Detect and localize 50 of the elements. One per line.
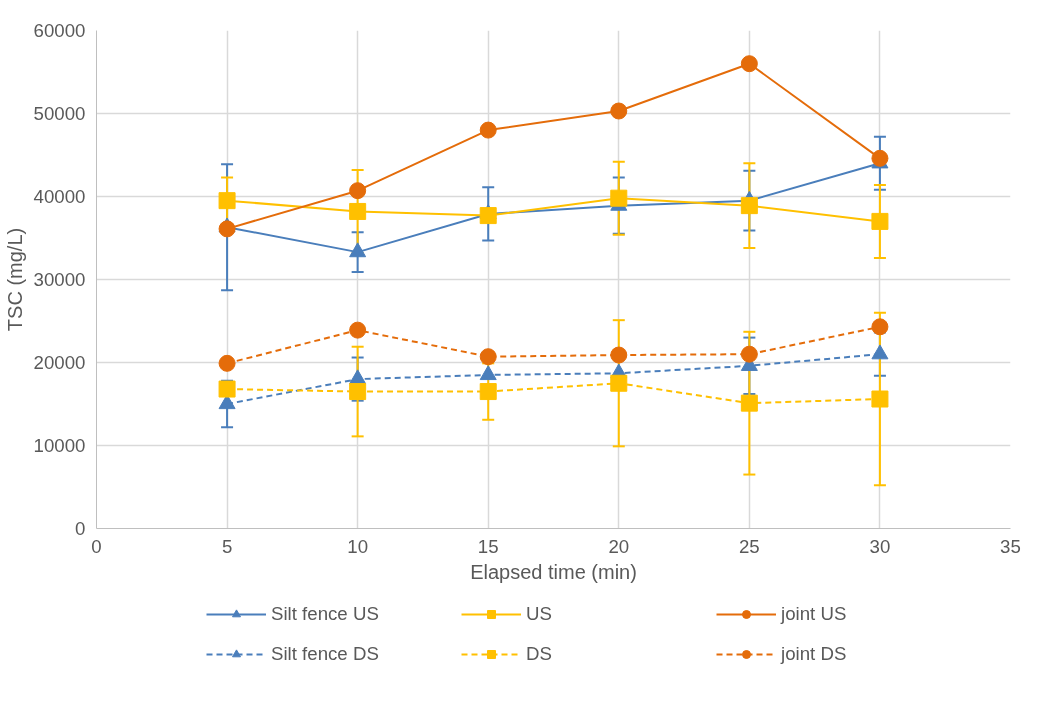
x-tick-label: 20 — [608, 535, 630, 557]
y-tick-label: 50000 — [33, 103, 86, 124]
point — [871, 390, 889, 408]
point — [218, 220, 236, 238]
point — [871, 344, 889, 360]
legend-label: US — [526, 603, 553, 625]
point — [871, 318, 889, 336]
y-tick-label: 60000 — [33, 20, 86, 41]
point — [479, 207, 497, 225]
y-tick-label: 30000 — [33, 269, 86, 290]
point — [349, 383, 367, 401]
point — [479, 383, 497, 401]
point — [871, 212, 889, 230]
x-tick-label: 30 — [869, 535, 891, 557]
y-axis-title: TSC (mg/L) — [3, 227, 26, 332]
point — [610, 374, 628, 392]
y-tick-label: 20000 — [33, 352, 86, 373]
point — [218, 192, 236, 210]
legend-label: joint DS — [781, 643, 848, 665]
x-tick-label: 5 — [221, 535, 233, 557]
x-tick-label: 15 — [477, 535, 499, 557]
point — [740, 345, 758, 363]
legend-label: DS — [526, 643, 553, 665]
legend-label: Silt fence DS — [271, 643, 380, 665]
x-axis-title: Elapsed time (min) — [470, 560, 637, 583]
legend-label: Silt fence US — [271, 603, 380, 625]
point — [349, 182, 367, 200]
point — [479, 365, 497, 381]
point — [610, 102, 628, 120]
y-tick-label: 10000 — [33, 435, 86, 456]
point — [740, 55, 758, 73]
point — [479, 121, 497, 139]
point — [349, 242, 367, 258]
point — [479, 348, 497, 366]
x-tick-label: 25 — [738, 535, 760, 557]
point — [871, 149, 889, 167]
point — [218, 354, 236, 372]
y-tick-label: 40000 — [33, 186, 86, 207]
point — [610, 189, 628, 207]
x-tick-label: 10 — [347, 535, 369, 557]
x-tick-label: 0 — [91, 535, 102, 557]
point — [218, 380, 236, 398]
point — [610, 346, 628, 364]
point — [740, 197, 758, 215]
point — [349, 202, 367, 220]
point — [349, 321, 367, 339]
y-tick-label: 0 — [75, 518, 86, 539]
point — [740, 394, 758, 412]
legend-label: joint US — [781, 603, 848, 625]
x-tick-label: 35 — [1000, 535, 1021, 557]
